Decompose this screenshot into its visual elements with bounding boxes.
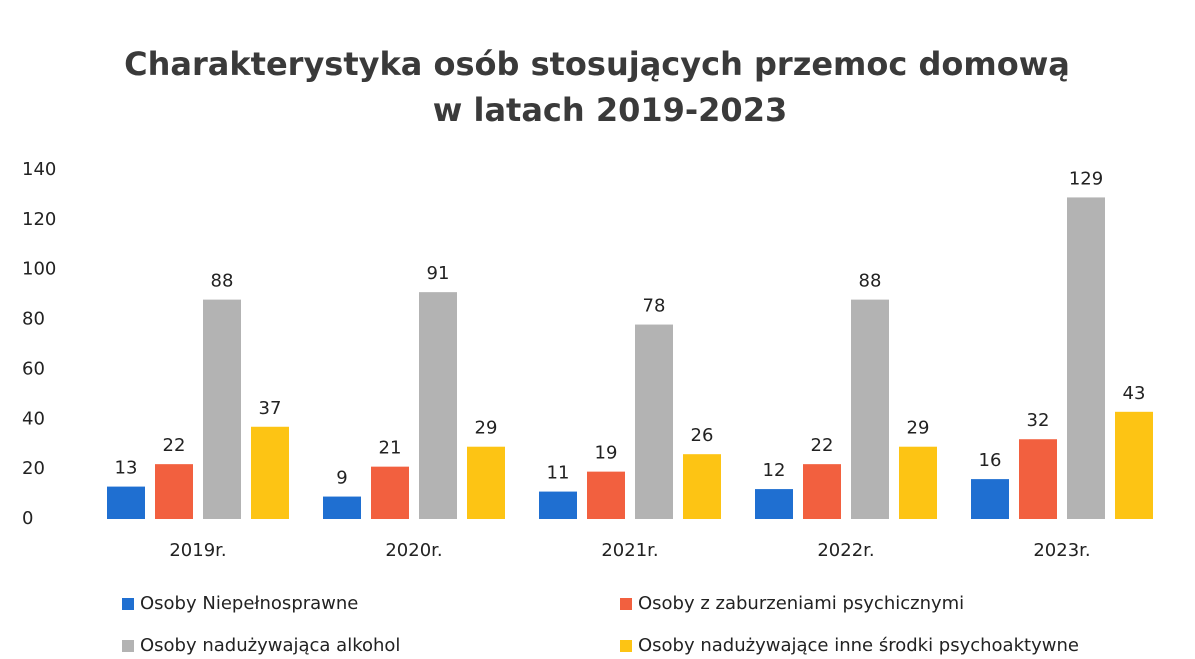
- bar: [107, 486, 145, 519]
- y-tick-label: 80: [22, 309, 45, 330]
- data-label: 19: [595, 443, 618, 464]
- y-tick-label: 40: [22, 408, 45, 429]
- data-label: 9: [336, 468, 347, 489]
- bar: [419, 292, 457, 519]
- legend-label: Osoby z zaburzeniami psychicznymi: [638, 593, 964, 614]
- y-tick-label: 0: [22, 508, 33, 529]
- legend-swatch: [122, 598, 134, 610]
- bar: [1115, 411, 1153, 519]
- bar: [467, 446, 505, 519]
- chart-title: Charakterystyka osób stosujących przemoc…: [124, 45, 1070, 83]
- x-tick-label: 2020r.: [385, 540, 442, 561]
- bar: [371, 466, 409, 519]
- data-label: 22: [811, 435, 834, 456]
- y-tick-label: 100: [22, 259, 56, 280]
- x-tick-label: 2022r.: [817, 540, 874, 561]
- data-label: 22: [163, 435, 186, 456]
- bar: [1067, 197, 1105, 519]
- data-label: 43: [1123, 383, 1146, 404]
- legend-label: Osoby Niepełnosprawne: [140, 593, 358, 614]
- bar: [755, 489, 793, 519]
- data-label: 12: [763, 460, 786, 481]
- y-tick-label: 140: [22, 159, 56, 180]
- legend-swatch: [620, 598, 632, 610]
- bar: [323, 496, 361, 519]
- y-tick-label: 20: [22, 458, 45, 479]
- chart-subtitle: w latach 2019-2023: [433, 91, 787, 129]
- bar: [1019, 439, 1057, 519]
- data-label: 78: [643, 296, 666, 317]
- legend-swatch: [620, 640, 632, 652]
- x-tick-label: 2023r.: [1033, 540, 1090, 561]
- bar: [971, 479, 1009, 519]
- bar: [803, 464, 841, 519]
- legend-label: Osoby nadużywające inne środki psychoakt…: [638, 635, 1079, 656]
- bar: [635, 324, 673, 519]
- x-tick-label: 2019r.: [169, 540, 226, 561]
- data-label: 11: [547, 463, 570, 484]
- bar: [251, 426, 289, 519]
- bar: [539, 491, 577, 519]
- data-label: 16: [979, 450, 1002, 471]
- data-label: 26: [691, 425, 714, 446]
- bar: [683, 454, 721, 519]
- y-tick-label: 60: [22, 358, 45, 379]
- data-label: 88: [859, 271, 882, 292]
- legend-label: Osoby nadużywająca alkohol: [140, 635, 400, 656]
- x-tick-label: 2021r.: [601, 540, 658, 561]
- data-label: 88: [211, 271, 234, 292]
- data-label: 32: [1027, 410, 1050, 431]
- bar: [587, 471, 625, 519]
- data-label: 129: [1069, 168, 1103, 189]
- bar: [155, 464, 193, 519]
- bar: [203, 299, 241, 519]
- data-label: 21: [379, 438, 402, 459]
- data-label: 13: [115, 458, 138, 479]
- data-label: 29: [907, 418, 930, 439]
- data-label: 29: [475, 418, 498, 439]
- bar: [899, 446, 937, 519]
- legend-swatch: [122, 640, 134, 652]
- bar: [851, 299, 889, 519]
- y-tick-label: 120: [22, 209, 56, 230]
- data-label: 91: [427, 263, 450, 284]
- data-label: 37: [259, 398, 282, 419]
